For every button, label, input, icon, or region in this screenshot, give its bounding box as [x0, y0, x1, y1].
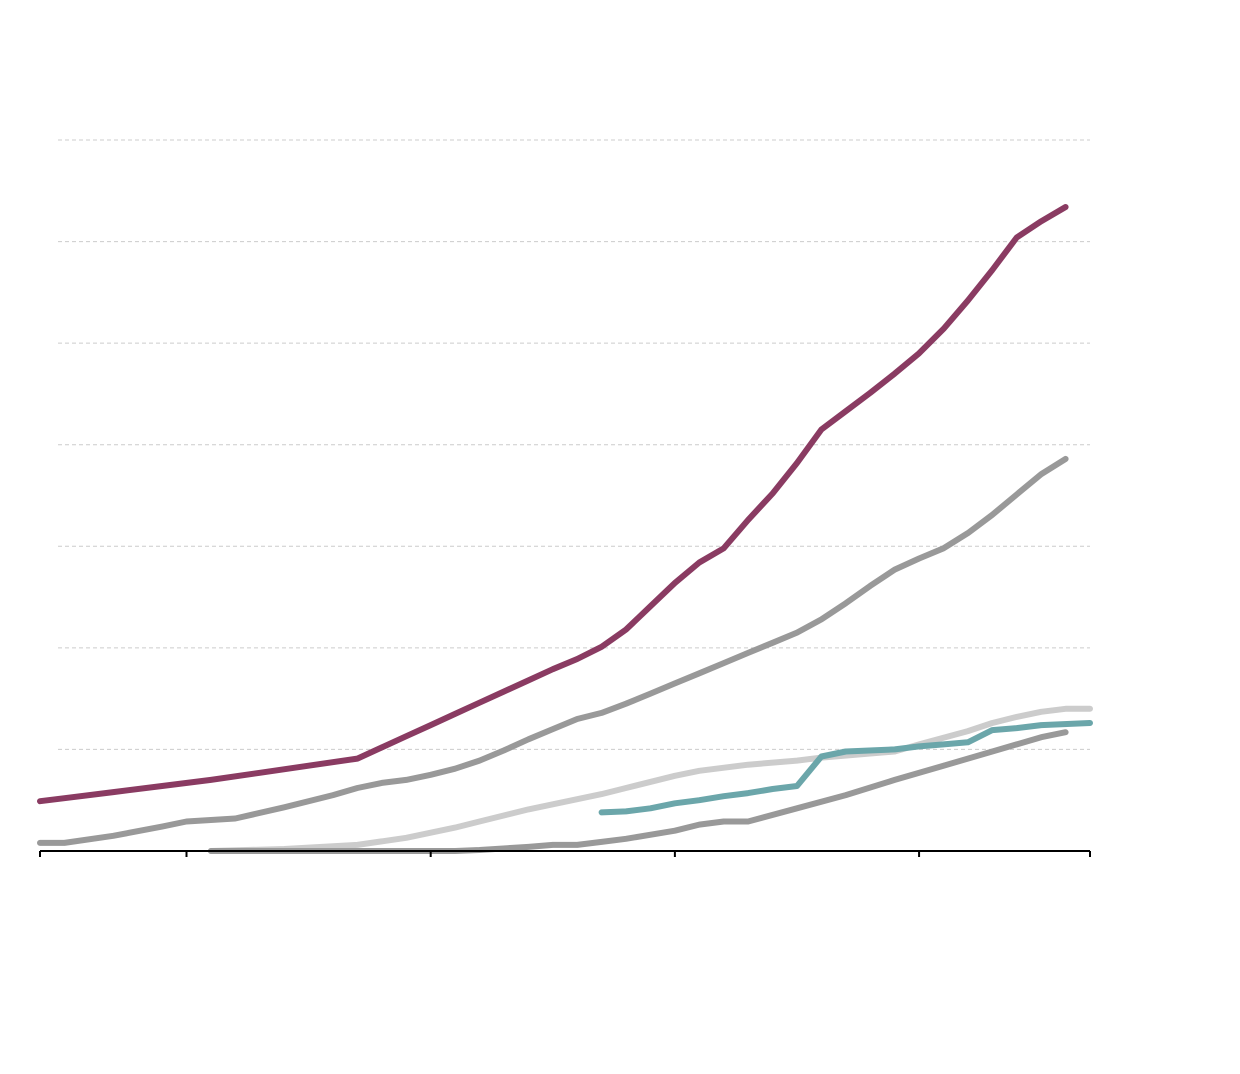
series-line-2: [37, 455, 1069, 846]
series-lines: [37, 204, 1093, 854]
series-line-4: [598, 720, 1093, 816]
gridlines: [58, 139, 1090, 750]
x-axis: [39, 850, 1091, 857]
series-line-3: [207, 705, 1093, 854]
series-line-1: [37, 204, 1069, 805]
